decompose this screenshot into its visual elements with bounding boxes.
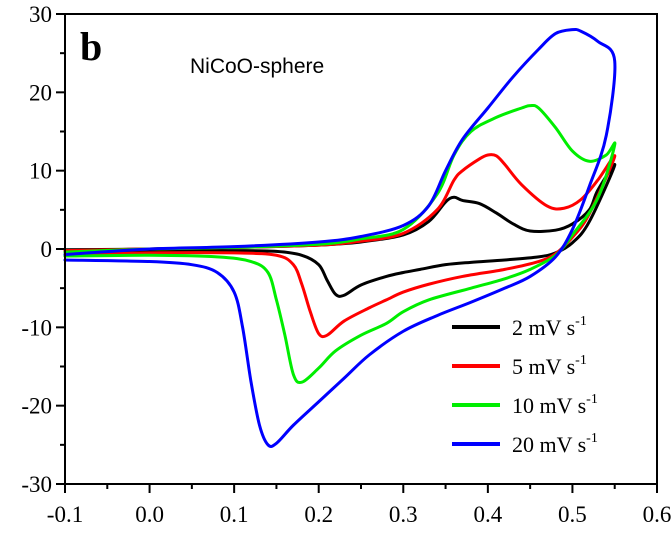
legend-label-superscript: -1	[575, 314, 587, 329]
annotation-label: NiCoO-sphere	[190, 55, 324, 78]
x-tick-label: 0.2	[304, 502, 333, 527]
y-tick-label: 20	[29, 80, 52, 105]
panel-label: b	[80, 24, 102, 69]
y-tick-label: 30	[29, 2, 52, 27]
x-tick-label: 0.5	[558, 502, 587, 527]
x-tick-label: -0.1	[47, 502, 83, 527]
x-tick-label: 0.6	[643, 502, 672, 527]
series-line-2	[63, 153, 617, 339]
y-tick-label: -20	[21, 394, 52, 419]
legend-label-superscript: -1	[586, 392, 598, 407]
y-tick-label: 10	[29, 159, 52, 184]
legend-label: 10 mV s-1	[512, 392, 598, 418]
legend-label-superscript: -1	[575, 353, 587, 368]
series-line-4	[63, 27, 617, 449]
legend-label-superscript: -1	[586, 431, 598, 446]
x-tick-label: 0.4	[473, 502, 502, 527]
legend-label: 5 mV s-1	[512, 353, 587, 379]
y-tick-label: -10	[21, 315, 52, 340]
legend-label: 20 mV s-1	[512, 431, 598, 457]
legend: 2 mV s-1 5 mV s-1 10 mV s-1 20 mV s-1	[452, 314, 598, 457]
series-line-1	[63, 162, 617, 298]
plot-frame	[64, 13, 658, 485]
series-lines	[63, 27, 617, 449]
legend-label: 2 mV s-1	[512, 314, 587, 340]
axis-tick-labels: -0.1 0.0 0.1 0.2 0.3 0.4 0.5 0.6 -30 -20 -10 0 10 20 3…	[21, 2, 671, 527]
x-tick-label: 0.3	[389, 502, 418, 527]
x-tick-label: 0.0	[135, 502, 164, 527]
y-tick-label: 0	[41, 237, 53, 262]
y-tick-label: -30	[21, 472, 52, 497]
x-tick-label: 0.1	[220, 502, 249, 527]
